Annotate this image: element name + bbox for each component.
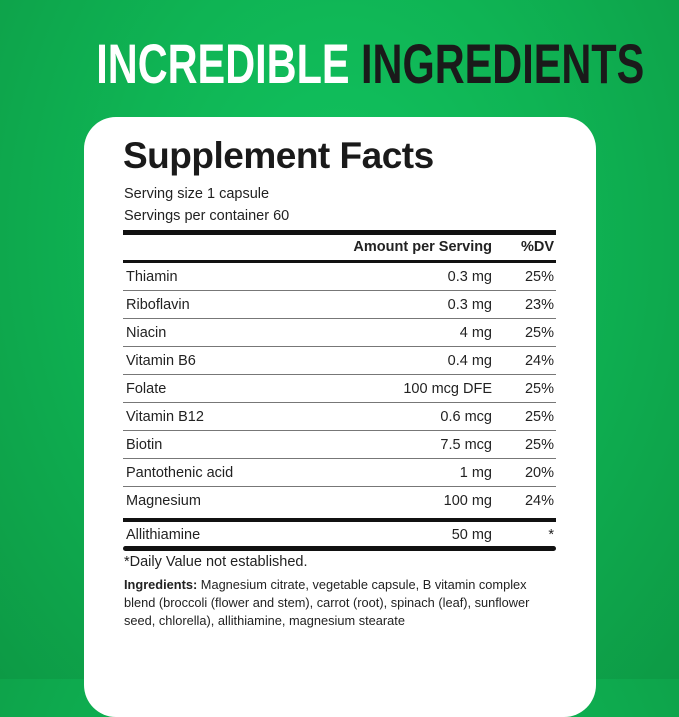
- nutrient-dv: 20%: [524, 465, 554, 481]
- footnote: *Daily Value not established.: [124, 554, 308, 570]
- panel-title: Supplement Facts: [123, 135, 434, 176]
- thick-divider: [123, 546, 556, 551]
- table-row: Pantothenic acid 1 mg 20%: [123, 459, 556, 487]
- table-row: Vitamin B12 0.6 mcg 25%: [123, 403, 556, 431]
- nutrient-dv: 23%: [524, 297, 554, 313]
- nutrient-amount: 0.3 mg: [447, 269, 492, 285]
- table-row: Thiamin 0.3 mg 25%: [123, 263, 556, 291]
- nutrient-amount: 0.6 mcg: [440, 409, 492, 425]
- thick-divider: [123, 230, 556, 235]
- table-row: Niacin 4 mg 25%: [123, 319, 556, 347]
- nutrient-name: Biotin: [126, 437, 163, 453]
- amount-header: Amount per Serving: [353, 239, 492, 255]
- supplement-facts-panel: Supplement Facts Serving size 1 capsule …: [84, 117, 596, 717]
- nutrient-dv: 25%: [524, 325, 554, 341]
- nutrient-name: Vitamin B6: [126, 353, 196, 369]
- dv-header: %DV: [520, 239, 554, 255]
- table-row: Folate 100 mcg DFE 25%: [123, 375, 556, 403]
- nutrient-amount: 4 mg: [459, 325, 492, 341]
- ingredients: Ingredients: Magnesium citrate, vegetabl…: [124, 576, 554, 630]
- table-row: Riboflavin 0.3 mg 23%: [123, 291, 556, 319]
- nutrient-amount: 100 mcg DFE: [403, 381, 492, 397]
- nutrient-name: Thiamin: [126, 269, 178, 285]
- nutrient-name: Vitamin B12: [126, 409, 204, 425]
- nutrient-name: Niacin: [126, 325, 167, 341]
- table-row: Vitamin B6 0.4 mg 24%: [123, 347, 556, 375]
- ingredients-text: Magnesium citrate, vegetable capsule, B …: [124, 577, 530, 628]
- ingredients-label: Ingredients:: [124, 577, 198, 592]
- nutrient-dv: 25%: [524, 437, 554, 453]
- headline-part1: INCREDIBLE: [96, 32, 350, 95]
- nutrient-dv: 25%: [524, 381, 554, 397]
- nutrient-amount: 0.4 mg: [447, 353, 492, 369]
- headline-part2: INGREDIENTS: [361, 32, 645, 95]
- table-row: Magnesium 100 mg 24%: [123, 487, 556, 515]
- nutrient-name: Magnesium: [126, 493, 201, 509]
- nutrient-name: Pantothenic acid: [126, 465, 234, 481]
- table-row: Biotin 7.5 mcg 25%: [123, 431, 556, 459]
- nutrient-dv: 25%: [524, 269, 554, 285]
- headline: INCREDIBLE INGREDIENTS: [0, 36, 679, 92]
- servings-per-container: Servings per container 60: [124, 208, 290, 224]
- table-row-allithiamine: Allithiamine 50 mg *: [123, 521, 556, 549]
- nutrient-amount: 0.3 mg: [447, 297, 492, 313]
- nutrient-dv: 24%: [524, 493, 554, 509]
- medium-divider: [123, 260, 556, 263]
- serving-size: Serving size 1 capsule: [124, 186, 270, 202]
- nutrient-name: Riboflavin: [126, 297, 190, 313]
- nutrient-amount: 100 mg: [443, 493, 492, 509]
- nutrient-name: Allithiamine: [126, 527, 201, 543]
- nutrient-dv: 25%: [524, 409, 554, 425]
- nutrient-amount: 50 mg: [451, 527, 492, 543]
- thick-divider: [123, 518, 556, 522]
- nutrient-dv: 24%: [524, 353, 554, 369]
- nutrient-amount: 7.5 mcg: [440, 437, 492, 453]
- nutrient-name: Folate: [126, 381, 167, 397]
- nutrient-amount: 1 mg: [459, 465, 492, 481]
- nutrient-dv: *: [548, 527, 554, 543]
